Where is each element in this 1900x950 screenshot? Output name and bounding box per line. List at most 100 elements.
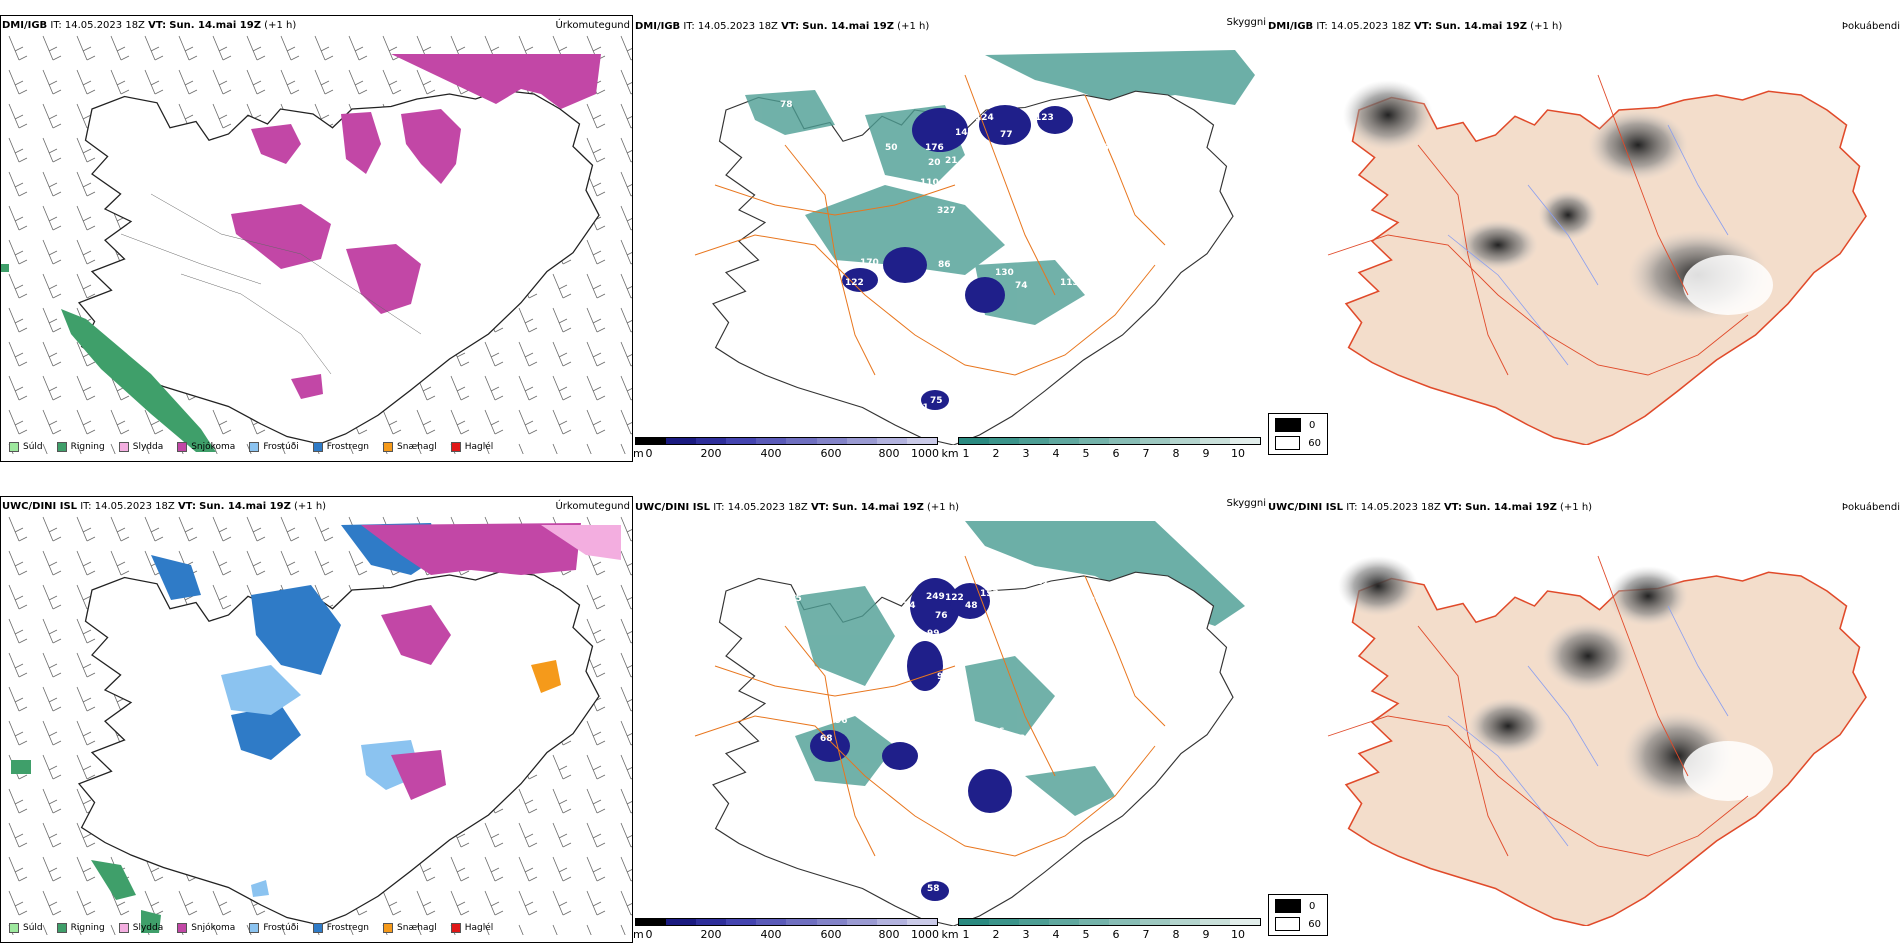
svg-text:32: 32 — [825, 138, 838, 148]
svg-text:130: 130 — [995, 268, 1014, 278]
svg-text:131: 131 — [910, 403, 929, 413]
fog-high-swatch — [1275, 418, 1301, 432]
svg-text:122: 122 — [945, 593, 964, 603]
fog-legend: 0 60 — [1268, 413, 1328, 455]
precip-map-1 — [1, 34, 632, 454]
legend-swatch — [9, 923, 19, 933]
precip-panel-2: UWC/DINI ISL IT: 14.05.2023 18Z VT: Sun.… — [0, 496, 633, 943]
svg-text:113: 113 — [1060, 278, 1079, 288]
fog-panel-2: UWC/DINI ISL IT: 14.05.2023 18Z VT: Sun.… — [1268, 496, 1900, 943]
svg-text:76: 76 — [935, 611, 948, 621]
svg-text:110: 110 — [920, 178, 939, 188]
svg-text:124: 124 — [975, 113, 994, 123]
cloud-base-colorbar: m 0 200 400 600 800 1000 — [633, 918, 939, 941]
legend-swatch — [118, 923, 129, 933]
svg-text:362: 362 — [1030, 592, 1049, 602]
fog-title: Þokuábendi — [1841, 502, 1900, 513]
panel-header: UWC/DINI ISL IT: 14.05.2023 18Z VT: Sun.… — [635, 502, 960, 513]
svg-text:249: 249 — [926, 592, 945, 602]
fog-map-1 — [1327, 74, 1867, 445]
svg-text:86: 86 — [992, 727, 1005, 737]
svg-text:182: 182 — [785, 559, 804, 569]
precip-legend: Súld Rigning Slydda Snjókoma Frostúði Fr… — [9, 923, 493, 933]
svg-text:48: 48 — [965, 601, 978, 611]
svg-text:316: 316 — [1090, 143, 1109, 153]
fog-title: Þokuábendi — [1841, 21, 1900, 32]
cloud-map-1: 78 32 50 176 20 21 110 304 327 124 144 7… — [694, 50, 1255, 445]
visibility-colorbar: km 1 2 3 4 5 6 7 8 9 10 — [941, 437, 1261, 460]
visibility-colorbar: km 1 2 3 4 5 6 7 8 9 10 — [941, 918, 1261, 941]
svg-text:58: 58 — [927, 884, 940, 894]
legend-swatch — [312, 442, 323, 452]
fog-high-swatch — [1275, 899, 1301, 913]
cloud-title: Skyggni — [1226, 498, 1266, 509]
svg-text:125: 125 — [783, 594, 802, 604]
fog-legend: 0 60 — [1268, 894, 1328, 936]
legend-swatch — [177, 442, 188, 452]
cloud-base-labels: 78 32 50 176 20 21 110 304 327 124 144 7… — [780, 100, 1158, 413]
precip-legend: Súld Rigning Slydda Snjókoma Frostúði Fr… — [9, 442, 493, 452]
svg-text:237: 237 — [953, 656, 972, 666]
legend-swatch — [312, 923, 323, 933]
svg-text:76: 76 — [1050, 684, 1063, 694]
svg-text:74: 74 — [1015, 281, 1028, 291]
svg-text:170: 170 — [860, 258, 879, 268]
panel-header: UWC/DINI ISL IT: 14.05.2023 18Z VT: Sun.… — [1268, 502, 1593, 513]
svg-text:144: 144 — [955, 128, 974, 138]
legend-swatch — [56, 442, 67, 452]
panel-header: DMI/IGB IT: 14.05.2023 18Z VT: Sun. 14.m… — [2, 20, 297, 31]
panel-header: DMI/IGB IT: 14.05.2023 18Z VT: Sun. 14.m… — [1268, 21, 1563, 32]
svg-text:180: 180 — [1115, 733, 1134, 743]
cloud-panel-1: DMI/IGB IT: 14.05.2023 18Z VT: Sun. 14.m… — [633, 15, 1266, 462]
legend-swatch — [450, 923, 461, 933]
svg-text:327: 327 — [937, 206, 956, 216]
legend-swatch — [249, 923, 260, 933]
legend-swatch — [383, 442, 394, 452]
precip-title: Úrkomutegund — [555, 501, 630, 512]
svg-text:137: 137 — [997, 605, 1016, 615]
svg-text:66: 66 — [903, 714, 916, 724]
svg-text:20: 20 — [928, 158, 941, 168]
legend-swatch — [56, 923, 67, 933]
svg-text:68: 68 — [820, 734, 833, 744]
precip-map-2 — [1, 515, 632, 935]
svg-text:22: 22 — [1050, 185, 1063, 195]
svg-text:273: 273 — [1030, 136, 1049, 146]
svg-text:46: 46 — [907, 887, 920, 897]
svg-text:341: 341 — [940, 644, 959, 654]
precip-panel-1: DMI/IGB IT: 14.05.2023 18Z VT: Sun. 14.m… — [0, 15, 633, 462]
svg-text:21: 21 — [945, 156, 958, 166]
svg-text:47: 47 — [1045, 639, 1058, 649]
svg-text:86: 86 — [938, 260, 951, 270]
svg-text:99: 99 — [927, 629, 940, 639]
svg-text:34: 34 — [1145, 163, 1158, 173]
svg-text:620: 620 — [1075, 116, 1094, 126]
cloud-base-labels: 182 125 74 249 122 153 76 48 137 221 362… — [783, 559, 1134, 897]
svg-text:208: 208 — [1045, 233, 1064, 243]
svg-text:122: 122 — [845, 278, 864, 288]
legend-swatch — [177, 923, 188, 933]
svg-text:129: 129 — [998, 146, 1017, 156]
legend-swatch — [450, 442, 461, 452]
svg-text:75: 75 — [930, 396, 943, 406]
svg-text:153: 153 — [980, 589, 999, 599]
cloud-title: Skyggni — [1226, 17, 1266, 28]
panel-header: UWC/DINI ISL IT: 14.05.2023 18Z VT: Sun.… — [2, 501, 327, 512]
legend-swatch — [118, 442, 129, 452]
svg-text:50: 50 — [885, 143, 898, 153]
svg-text:84: 84 — [1053, 731, 1066, 741]
cloud-panel-2: UWC/DINI ISL IT: 14.05.2023 18Z VT: Sun.… — [633, 496, 1266, 943]
precip-title: Úrkomutegund — [555, 20, 630, 31]
legend-swatch — [383, 923, 394, 933]
svg-text:123: 123 — [1035, 113, 1054, 123]
legend-swatch — [249, 442, 260, 452]
fog-low-swatch — [1275, 436, 1301, 450]
cloud-base-colorbar: m 0 200 400 600 800 1000 — [633, 437, 939, 460]
svg-text:77: 77 — [1000, 130, 1013, 140]
svg-text:63: 63 — [1013, 734, 1026, 744]
svg-text:78: 78 — [780, 100, 793, 110]
cloud-map-2: 182 125 74 249 122 153 76 48 137 221 362… — [694, 521, 1245, 926]
svg-text:176: 176 — [925, 143, 944, 153]
fog-map-2 — [1327, 555, 1867, 926]
panel-header: DMI/IGB IT: 14.05.2023 18Z VT: Sun. 14.m… — [635, 21, 930, 32]
